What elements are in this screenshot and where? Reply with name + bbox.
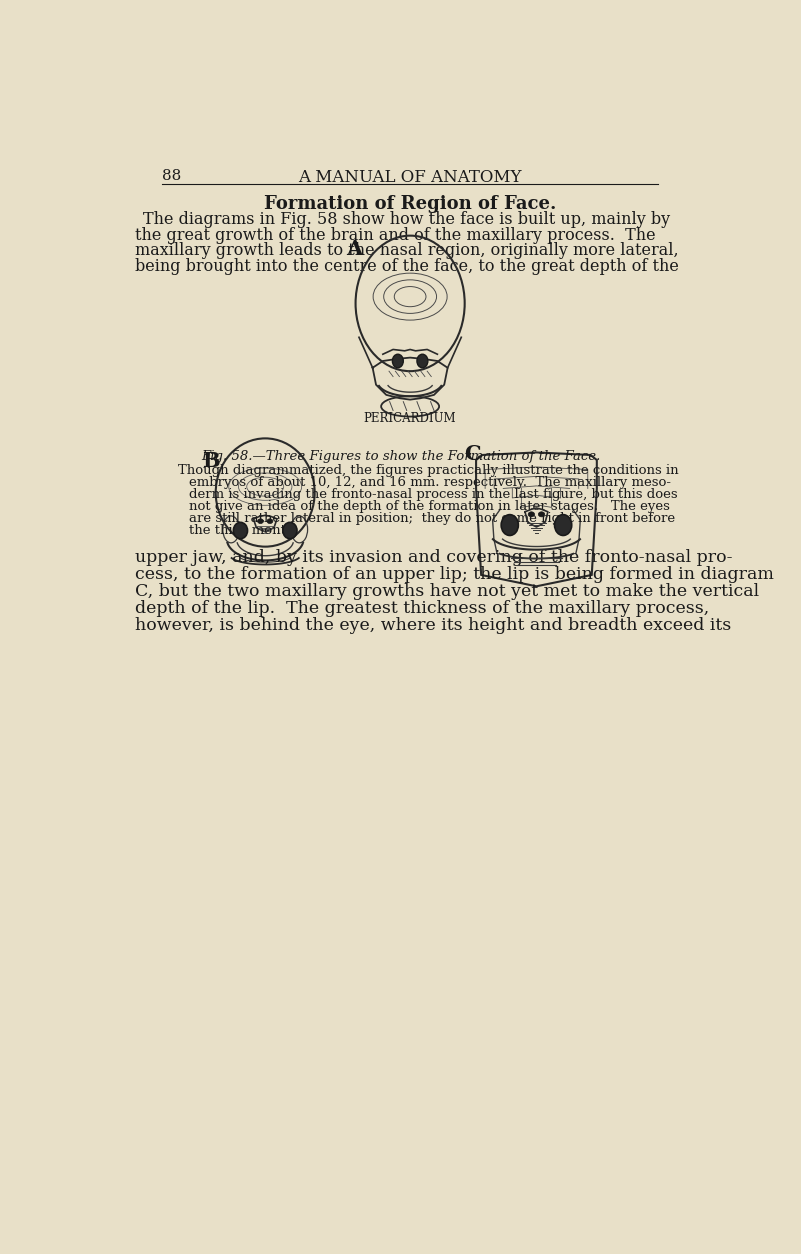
Text: however, is behind the eye, where its height and breadth exceed its: however, is behind the eye, where its he… — [135, 617, 731, 635]
Ellipse shape — [258, 519, 264, 523]
Text: 88: 88 — [162, 169, 181, 183]
Text: Fig. 58.—Three Figures to show the Formation of the Face.: Fig. 58.—Three Figures to show the Forma… — [201, 450, 600, 463]
Text: upper jaw, and, by its invasion and covering of the fronto-nasal pro-: upper jaw, and, by its invasion and cove… — [135, 549, 732, 567]
Text: B: B — [202, 451, 219, 472]
Text: depth of the lip.  The greatest thickness of the maxillary process,: depth of the lip. The greatest thickness… — [135, 601, 709, 617]
Ellipse shape — [554, 514, 572, 535]
Text: Though diagrammatized, the figures practically illustrate the conditions in: Though diagrammatized, the figures pract… — [178, 464, 678, 477]
Text: the great growth of the brain and of the maxillary process.  The: the great growth of the brain and of the… — [135, 227, 656, 243]
Text: C: C — [465, 444, 481, 464]
Text: are still rather lateral in position;  they do not come right in front before: are still rather lateral in position; th… — [189, 512, 675, 524]
Text: The diagrams in Fig. 58 show how the face is built up, mainly by: The diagrams in Fig. 58 show how the fac… — [143, 212, 670, 228]
Text: not give an idea of the depth of the formation in later stages.   The eyes: not give an idea of the depth of the for… — [189, 499, 670, 513]
Text: embryos of about 10, 12, and 16 mm. respectively.  The maxillary meso-: embryos of about 10, 12, and 16 mm. resp… — [189, 475, 671, 489]
Text: Formation of Region of Face.: Formation of Region of Face. — [264, 196, 557, 213]
Ellipse shape — [528, 512, 534, 517]
Text: the third month.: the third month. — [189, 524, 299, 537]
Text: A: A — [346, 240, 362, 260]
Ellipse shape — [283, 523, 297, 539]
Ellipse shape — [538, 512, 545, 517]
Text: PERICARDIUM: PERICARDIUM — [364, 411, 457, 425]
Ellipse shape — [417, 354, 428, 367]
Ellipse shape — [501, 514, 518, 535]
Ellipse shape — [233, 523, 248, 539]
Text: C, but the two maxillary growths have not yet met to make the vertical: C, but the two maxillary growths have no… — [135, 583, 759, 601]
Text: A MANUAL OF ANATOMY: A MANUAL OF ANATOMY — [299, 169, 522, 186]
Text: derm is invading the fronto-nasal process in the last figure, but this does: derm is invading the fronto-nasal proces… — [189, 488, 678, 500]
Polygon shape — [476, 453, 597, 587]
Text: being brought into the centre of the face, to the great depth of the: being brought into the centre of the fac… — [135, 257, 679, 275]
Ellipse shape — [392, 354, 404, 367]
Text: cess, to the formation of an upper lip; the lip is being formed in diagram: cess, to the formation of an upper lip; … — [135, 567, 774, 583]
Text: maxillary growth leads to the nasal region, originally more lateral,: maxillary growth leads to the nasal regi… — [135, 242, 678, 260]
Ellipse shape — [267, 519, 273, 523]
